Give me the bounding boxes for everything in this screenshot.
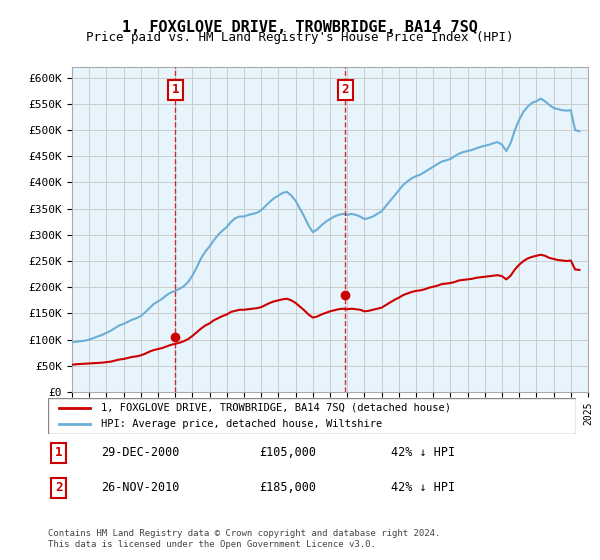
FancyBboxPatch shape <box>48 398 576 434</box>
Text: 42% ↓ HPI: 42% ↓ HPI <box>391 446 455 459</box>
Text: 2: 2 <box>55 481 62 494</box>
Text: 1: 1 <box>172 83 179 96</box>
Text: 26-NOV-2010: 26-NOV-2010 <box>101 481 179 494</box>
Text: HPI: Average price, detached house, Wiltshire: HPI: Average price, detached house, Wilt… <box>101 419 382 429</box>
Text: 42% ↓ HPI: 42% ↓ HPI <box>391 481 455 494</box>
Text: 1, FOXGLOVE DRIVE, TROWBRIDGE, BA14 7SQ: 1, FOXGLOVE DRIVE, TROWBRIDGE, BA14 7SQ <box>122 20 478 35</box>
Text: 1: 1 <box>55 446 62 459</box>
Text: 29-DEC-2000: 29-DEC-2000 <box>101 446 179 459</box>
Text: 1, FOXGLOVE DRIVE, TROWBRIDGE, BA14 7SQ (detached house): 1, FOXGLOVE DRIVE, TROWBRIDGE, BA14 7SQ … <box>101 403 451 413</box>
Text: Contains HM Land Registry data © Crown copyright and database right 2024.
This d: Contains HM Land Registry data © Crown c… <box>48 529 440 549</box>
Text: 2: 2 <box>342 83 349 96</box>
Text: £105,000: £105,000 <box>259 446 316 459</box>
Text: £185,000: £185,000 <box>259 481 316 494</box>
Text: Price paid vs. HM Land Registry's House Price Index (HPI): Price paid vs. HM Land Registry's House … <box>86 31 514 44</box>
